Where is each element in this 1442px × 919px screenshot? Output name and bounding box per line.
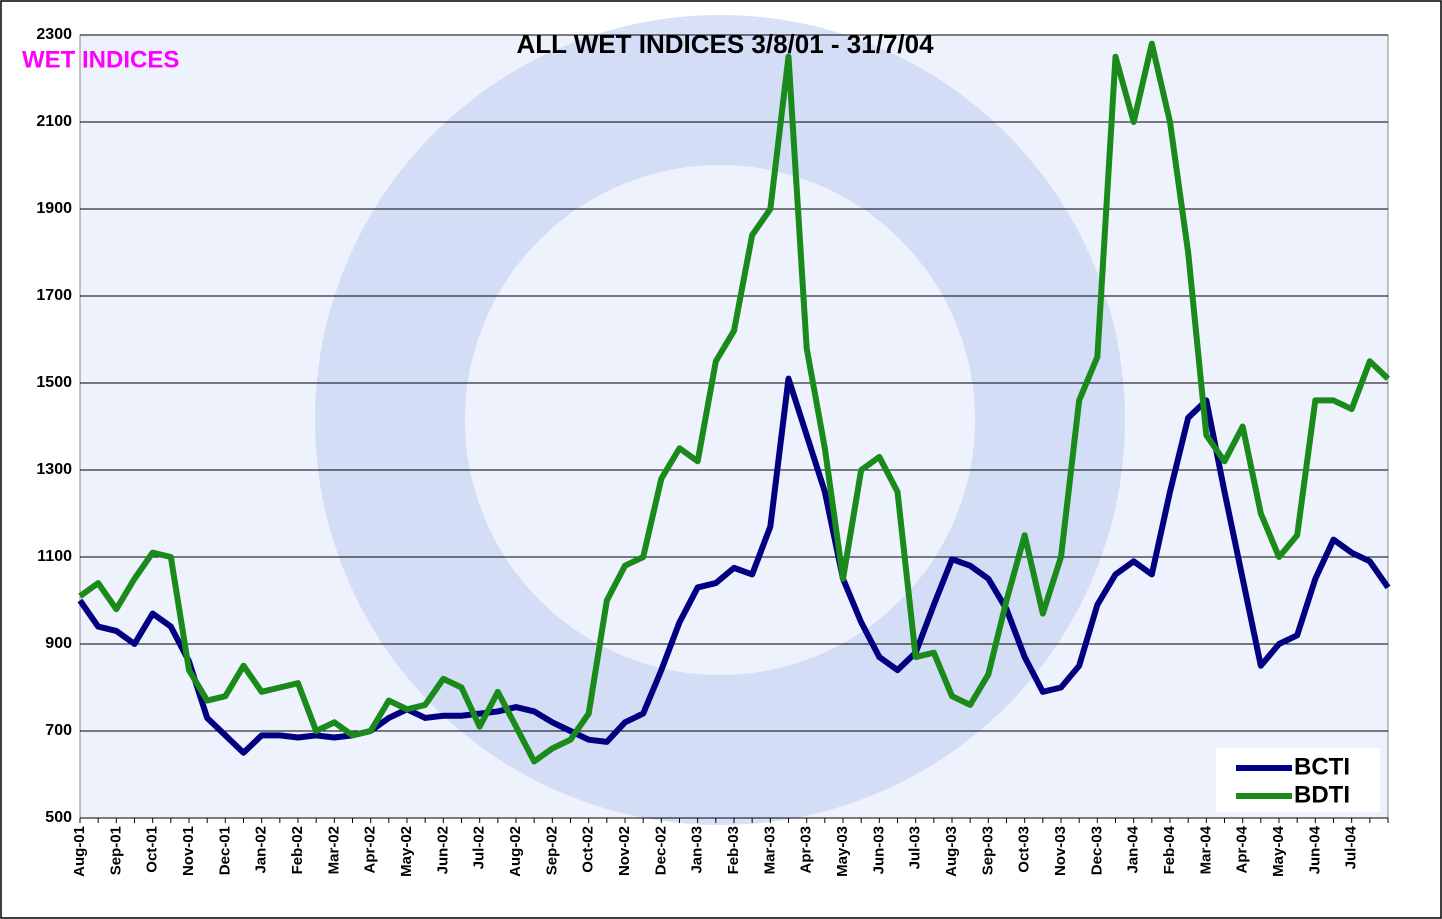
x-tick-label: Dec-01 <box>216 826 233 875</box>
x-tick-label: Dec-02 <box>652 826 669 875</box>
x-tick-label: Oct-02 <box>580 826 597 873</box>
x-tick-label: Nov-01 <box>180 826 197 876</box>
y-tick-label: 900 <box>45 635 72 652</box>
y-tick-label: 1900 <box>36 200 72 217</box>
x-tick-label: Aug-01 <box>71 826 88 877</box>
x-tick-label: Jul-04 <box>1343 825 1360 869</box>
x-tick-label: Jan-02 <box>253 826 270 874</box>
x-tick-label: Jun-02 <box>434 826 451 874</box>
x-tick-label: May-04 <box>1270 825 1287 877</box>
x-tick-label: Sep-01 <box>107 826 124 875</box>
x-tick-label: Jan-03 <box>689 826 706 874</box>
y-tick-label: 1700 <box>36 287 72 304</box>
legend-label: BCTI <box>1294 753 1350 780</box>
x-tick-label: Feb-02 <box>289 826 306 874</box>
x-tick-label: Oct-03 <box>1016 826 1033 873</box>
x-tick-label: Mar-02 <box>325 826 342 874</box>
chart-subtitle: WET INDICES <box>22 46 179 73</box>
y-tick-label: 1500 <box>36 374 72 391</box>
x-tick-label: May-03 <box>834 826 851 877</box>
x-tick-label: Aug-03 <box>943 826 960 877</box>
x-tick-label: Feb-03 <box>725 826 742 874</box>
x-tick-label: Aug-02 <box>507 826 524 877</box>
chart-title: ALL WET INDICES 3/8/01 - 31/7/04 <box>516 29 934 59</box>
x-tick-label: Sep-03 <box>979 826 996 875</box>
x-tick-label: Jul-02 <box>471 826 488 869</box>
y-tick-label: 1300 <box>36 461 72 478</box>
x-tick-label: Jan-04 <box>1125 825 1142 873</box>
x-tick-label: Mar-04 <box>1197 825 1214 874</box>
x-tick-label: Jun-04 <box>1306 825 1323 874</box>
x-tick-label: May-02 <box>398 826 415 877</box>
chart: ALL WET INDICES 3/8/01 - 31/7/04 WET IND… <box>0 0 1442 919</box>
x-tick-label: Apr-03 <box>798 826 815 874</box>
x-tick-label: Dec-03 <box>1088 826 1105 875</box>
x-tick-label: Oct-01 <box>144 826 161 873</box>
x-tick-label: Jun-03 <box>870 826 887 874</box>
y-tick-label: 500 <box>45 809 72 826</box>
x-tick-label: Mar-03 <box>761 826 778 874</box>
y-tick-label: 2300 <box>36 26 72 43</box>
y-tick-label: 2100 <box>36 113 72 130</box>
x-tick-label: Nov-03 <box>1052 826 1069 876</box>
x-tick-label: Sep-02 <box>543 826 560 875</box>
y-tick-label: 700 <box>45 722 72 739</box>
x-tick-label: Apr-04 <box>1234 825 1251 873</box>
x-tick-label: Nov-02 <box>616 826 633 876</box>
x-tick-label: Feb-04 <box>1161 825 1178 874</box>
x-tick-label: Jul-03 <box>907 826 924 869</box>
legend-label: BDTI <box>1294 781 1350 808</box>
x-tick-label: Apr-02 <box>362 826 379 874</box>
y-tick-label: 1100 <box>37 548 72 565</box>
